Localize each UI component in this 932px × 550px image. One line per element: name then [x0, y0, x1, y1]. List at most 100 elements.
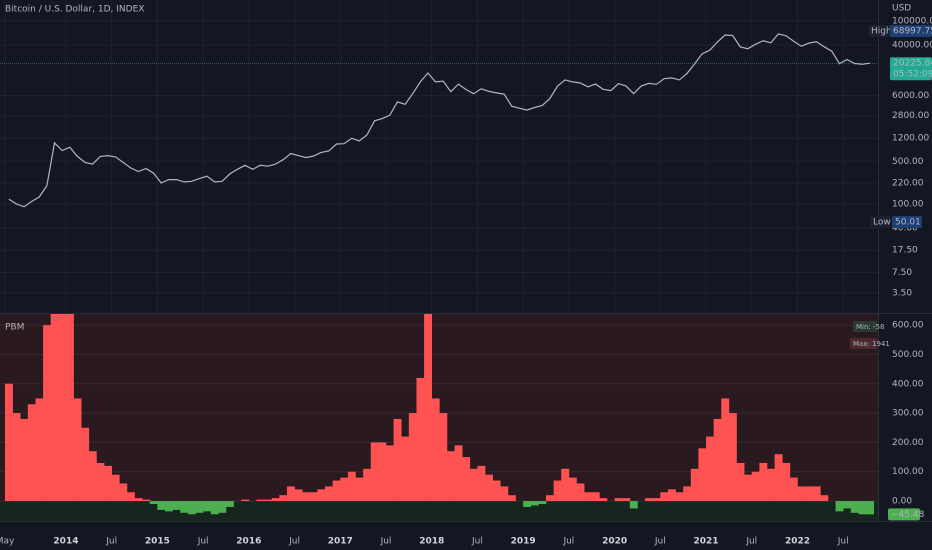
- bar: [347, 471, 356, 502]
- countdown-box: [890, 68, 932, 81]
- high-value-box: [890, 25, 932, 37]
- bar: [5, 383, 13, 502]
- bar: [27, 404, 36, 502]
- bar: [500, 486, 509, 502]
- bar: [805, 486, 814, 502]
- high-label: High: [871, 27, 892, 37]
- bar: [65, 314, 74, 502]
- bar: [728, 413, 737, 502]
- bar: [789, 477, 798, 502]
- bar: [759, 462, 768, 502]
- bar: [553, 480, 562, 502]
- bar: [286, 486, 295, 502]
- bar: [751, 471, 760, 502]
- negative-zone: [0, 501, 878, 521]
- y-tick-label: 3.50: [892, 288, 912, 298]
- bar: [119, 483, 128, 502]
- bar: [713, 418, 722, 502]
- bar: [866, 501, 874, 515]
- bar: [73, 398, 82, 502]
- bar: [629, 501, 638, 509]
- bar: [614, 498, 623, 502]
- low-value-box: [892, 216, 922, 228]
- bar: [706, 436, 714, 502]
- bar: [264, 499, 272, 502]
- x-tick-label: 2019: [511, 537, 536, 547]
- y-tick-label: 200.00: [892, 438, 924, 448]
- max-label: Max: 1941: [853, 340, 890, 348]
- x-tick-label: Jul: [288, 537, 300, 547]
- y-tick-label: 7.50: [892, 268, 912, 278]
- bar: [622, 498, 631, 502]
- bar: [210, 501, 219, 515]
- x-tick-label: 2016: [236, 537, 261, 547]
- last-price: 20225.84: [893, 59, 932, 69]
- bar: [652, 498, 661, 502]
- x-tick-label: Jul: [837, 537, 849, 547]
- bar: [12, 413, 21, 502]
- y-tick-label: 220.00: [892, 179, 924, 189]
- bar: [591, 492, 600, 502]
- bar: [88, 451, 97, 502]
- last-value: −45.48: [891, 510, 925, 520]
- bar: [584, 492, 593, 502]
- bar: [667, 489, 676, 502]
- bar: [561, 468, 570, 502]
- bar: [538, 501, 547, 504]
- bar: [424, 314, 433, 502]
- bar: [835, 501, 844, 512]
- y-tick-label: 500.00: [892, 157, 924, 167]
- bar: [744, 474, 753, 502]
- min-box: [853, 321, 877, 332]
- bar: [408, 413, 417, 502]
- bar: [157, 501, 166, 510]
- bar: [332, 480, 341, 502]
- bar: [142, 499, 151, 502]
- bar: [256, 499, 265, 502]
- bar: [774, 454, 783, 502]
- bar: [134, 498, 143, 502]
- max-box: [850, 338, 877, 349]
- last-value-box: [888, 508, 920, 521]
- y-tick-label: 6000.00: [892, 91, 929, 101]
- x-tick-label: Jul: [562, 537, 574, 547]
- y-tick-label: 500.00: [892, 350, 924, 360]
- bar: [568, 477, 577, 502]
- high-value: 68997.75: [893, 27, 932, 37]
- x-tick-label: 2014: [53, 537, 78, 547]
- bar: [340, 477, 349, 502]
- bar: [439, 413, 448, 502]
- bar: [180, 501, 189, 513]
- y-tick-label: 0.00: [892, 497, 912, 507]
- bar: [675, 492, 684, 502]
- bar: [858, 501, 867, 515]
- bar: [599, 498, 608, 502]
- x-tick-label: Jul: [197, 537, 209, 547]
- y-tick-label: 100.00: [892, 199, 924, 209]
- bar: [576, 483, 585, 502]
- bar: [325, 486, 333, 502]
- bar: [149, 501, 158, 504]
- x-tick-label: Jul: [105, 537, 117, 547]
- bar: [431, 398, 440, 502]
- bar: [523, 501, 532, 507]
- bar: [302, 492, 311, 502]
- y-tick-label: 300.00: [892, 409, 924, 419]
- low-label: Low: [873, 218, 891, 228]
- price-pane: [0, 0, 878, 313]
- x-tick-label: May: [0, 537, 15, 547]
- bar: [96, 462, 105, 502]
- x-tick-label: 2018: [419, 537, 444, 547]
- bar: [165, 501, 173, 512]
- bar: [203, 501, 212, 512]
- bar: [416, 377, 425, 502]
- y-tick-label: 1200.00: [892, 134, 929, 144]
- bar: [454, 445, 463, 502]
- bar: [736, 462, 745, 502]
- bar: [485, 474, 493, 502]
- x-tick-label: 2021: [694, 537, 719, 547]
- bar: [20, 418, 29, 502]
- bar: [241, 499, 250, 502]
- bar: [187, 501, 196, 515]
